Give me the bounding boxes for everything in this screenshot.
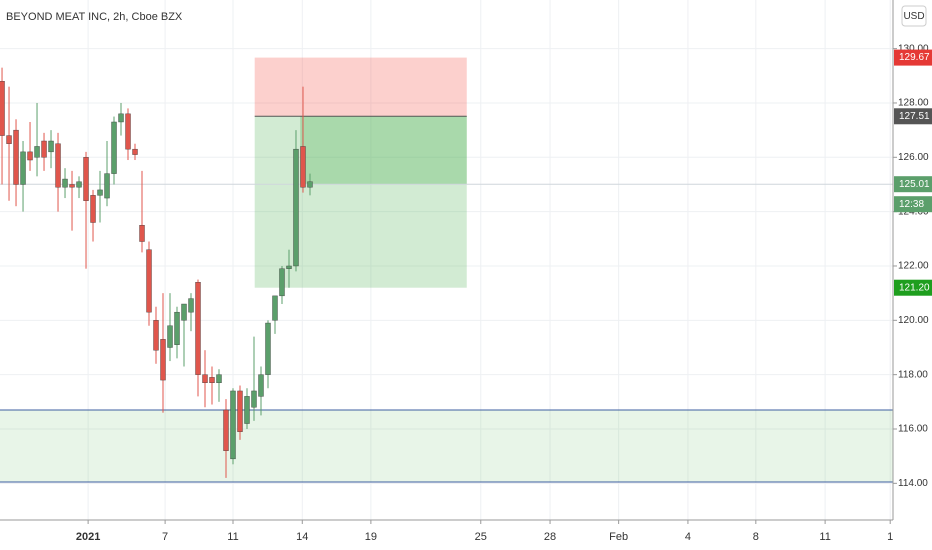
candle-body — [244, 396, 250, 424]
candle-body — [181, 303, 187, 321]
price-tag — [894, 279, 932, 296]
candle-body — [251, 390, 257, 408]
candle-body — [293, 148, 299, 267]
candle-body — [34, 146, 40, 158]
candle-body — [153, 320, 159, 351]
candle-body — [55, 143, 61, 188]
candle-body — [265, 322, 271, 375]
price-tag — [894, 108, 932, 125]
candle-body — [6, 135, 12, 144]
candle-body — [83, 157, 89, 201]
candle-body — [104, 173, 110, 199]
candle-body — [160, 339, 166, 381]
candle-body — [272, 295, 278, 321]
x-tick-label: 25 — [475, 531, 487, 543]
candle-body — [76, 181, 82, 188]
candle-body — [125, 113, 131, 150]
price-tag — [894, 196, 932, 213]
y-tick-label: 114.00 — [898, 478, 928, 489]
candle-body — [62, 178, 68, 188]
x-tick-label: 28 — [544, 531, 556, 543]
y-tick-label: 130.00 — [898, 43, 929, 54]
candle-body — [167, 325, 173, 348]
candle-body — [146, 249, 152, 313]
candle-body — [48, 140, 54, 153]
candle-body — [20, 151, 26, 185]
candle-body — [216, 374, 222, 384]
support-zone — [0, 409, 893, 482]
candle-body — [13, 129, 19, 185]
candle-body — [209, 377, 215, 384]
price-tag-label: 127.51 — [899, 111, 930, 122]
price-tag-label: 12:38 — [899, 199, 924, 210]
candle-body — [202, 374, 208, 384]
price-tag — [894, 176, 932, 193]
y-tick-label: 118.00 — [898, 369, 928, 380]
x-tick-label: 4 — [685, 531, 691, 543]
open-profit — [300, 116, 467, 185]
candle-body — [230, 390, 236, 460]
candle-body — [279, 268, 285, 297]
y-tick-label: 128.00 — [898, 98, 929, 109]
price-tag — [894, 49, 932, 66]
candle-body — [118, 113, 124, 123]
candle-body — [69, 184, 75, 188]
candle-body — [174, 311, 180, 345]
candle-body — [258, 374, 264, 397]
x-tick-label: 14 — [296, 531, 308, 543]
price-tag-label: 129.67 — [899, 52, 930, 63]
candle-body — [195, 282, 201, 375]
candle-body — [223, 409, 229, 451]
price-tag-label: 121.20 — [899, 282, 930, 293]
currency-button[interactable] — [901, 5, 927, 27]
candle-body — [97, 189, 103, 196]
x-tick-label: 19 — [365, 531, 377, 543]
candle-body — [286, 265, 292, 269]
x-tick-label: 11 — [819, 531, 830, 543]
candle-body — [300, 146, 306, 188]
chart-title: BEYOND MEAT INC, 2h, Cboe BZX — [6, 11, 183, 23]
x-tick-label: 11 — [227, 531, 238, 543]
y-tick-label: 116.00 — [898, 424, 928, 435]
candle-body — [188, 298, 194, 313]
candle-body — [27, 151, 33, 161]
candle-body — [0, 81, 5, 136]
target-zone — [254, 116, 467, 288]
x-tick-label: 7 — [162, 531, 168, 543]
candle-body — [41, 140, 47, 158]
y-tick-label: 122.00 — [898, 261, 929, 272]
x-tick-label: 8 — [753, 531, 759, 543]
candle-body — [139, 225, 145, 242]
candle-body — [237, 390, 243, 432]
candle-body — [307, 181, 313, 188]
x-tick-label: Feb — [609, 531, 628, 543]
x-tick-label: 1 — [887, 531, 893, 543]
candle-body — [90, 195, 96, 223]
stop-zone — [254, 57, 467, 117]
y-tick-label: 120.00 — [898, 315, 929, 326]
y-tick-label: 126.00 — [898, 152, 929, 163]
x-tick-label: 2021 — [76, 531, 100, 543]
candle-body — [111, 121, 117, 174]
price-tag-label: 125.01 — [899, 179, 930, 190]
currency[interactable]: USD — [903, 11, 924, 22]
candle-body — [132, 148, 138, 155]
